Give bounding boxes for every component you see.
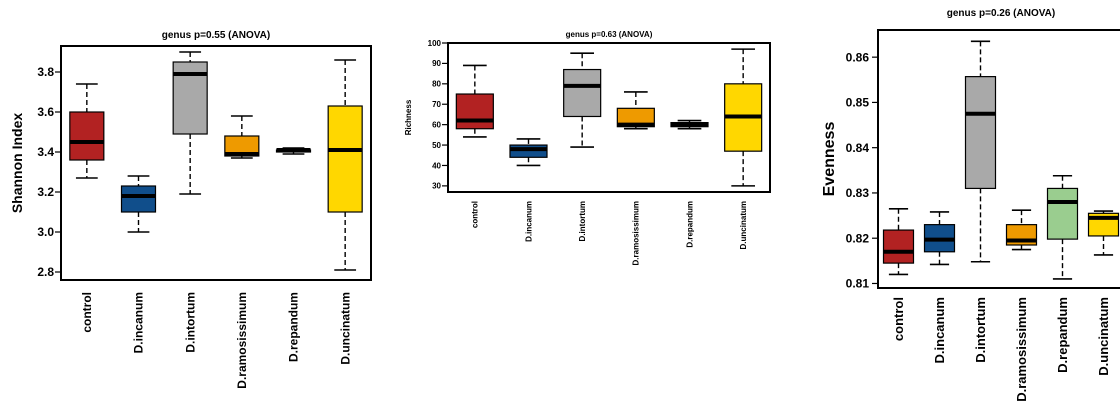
box-control (69, 83, 105, 179)
box-body (69, 111, 105, 161)
x-tick-label: D.intortum (973, 297, 988, 363)
box-D.uncinatum (1087, 210, 1120, 256)
box-control (882, 207, 915, 276)
x-tick-label: D.intortum (578, 201, 587, 241)
box-D.repandum (275, 147, 312, 155)
y-axis-label: Evenness (821, 122, 838, 197)
y-axis-label: Richness (404, 99, 413, 135)
y-tick-label: 30 (432, 182, 441, 191)
x-tick-label: D.uncinatum (1096, 297, 1111, 376)
box-body (1046, 187, 1079, 240)
x-tick-label: control (471, 201, 480, 228)
box-D.incanum (509, 138, 548, 167)
chart-title: genus p=0.26 (ANOVA) (947, 8, 1055, 19)
box-D.ramosissimum (224, 115, 260, 159)
x-tick-label: D.repandum (685, 201, 694, 248)
y-tick-label: 3.0 (37, 225, 54, 239)
box-body (882, 229, 915, 264)
y-tick-label: 0.85 (846, 96, 870, 110)
box-control (455, 64, 494, 138)
chart-title: genus p=0.55 (ANOVA) (162, 30, 270, 41)
chart-panel-3: genus p=0.26 (ANOVA) Evenness 0.81 0.82 0.83… (821, 8, 1120, 402)
y-tick-label: 0.84 (846, 141, 870, 155)
box-D.repandum (670, 119, 709, 130)
box-body (455, 93, 494, 130)
y-tick-label: 100 (428, 39, 442, 48)
box-D.incanum (120, 175, 157, 233)
y-tick-label: 0.81 (846, 277, 870, 291)
box-D.ramosissimum (616, 91, 655, 130)
box-body (327, 105, 363, 213)
x-tick-label: D.repandum (1055, 297, 1070, 373)
box-D.repandum (1046, 174, 1079, 280)
x-tick-label: D.incanum (932, 297, 947, 363)
y-tick-label: 3.8 (37, 65, 54, 79)
x-tick-label: D.incanum (524, 201, 533, 242)
y-tick-label: 3.2 (37, 185, 54, 199)
y-tick-label: 3.4 (37, 145, 54, 159)
x-tick-label: control (891, 297, 906, 341)
plot-frame (60, 45, 372, 281)
y-tick-label: 0.86 (846, 50, 870, 64)
box-D.uncinatum (724, 48, 763, 187)
box-D.ramosissimum (1005, 209, 1038, 251)
x-tick-label: D.repandum (287, 292, 301, 362)
chart-panel-1: genus p=0.55 (ANOVA) Shannon Index 2.8 3.0 3… (9, 30, 372, 389)
chart-panel-2: genus p=0.63 (ANOVA) Richness 30 40 50 60 70 80… (404, 30, 771, 265)
chart-title: genus p=0.63 (ANOVA) (566, 30, 653, 39)
plot-frame (877, 29, 1120, 289)
y-tick-label: 90 (432, 59, 441, 68)
box-body (120, 185, 157, 213)
y-axis-label: Shannon Index (9, 113, 25, 214)
box-body (509, 144, 548, 158)
y-tick-label: 80 (432, 80, 441, 89)
y-tick-label: 40 (432, 161, 441, 170)
y-tick-label: 70 (432, 100, 441, 109)
y-tick-label: 50 (432, 141, 441, 150)
y-tick-label: 0.83 (846, 186, 870, 200)
x-tick-label: D.ramosissimum (632, 201, 641, 265)
x-tick-label: control (80, 292, 94, 333)
x-tick-label: D.ramosissimum (1014, 297, 1029, 402)
box-body (616, 107, 655, 128)
x-tick-label: D.ramosissimum (235, 292, 249, 389)
box-D.uncinatum (327, 59, 363, 271)
box-D.intortum (964, 40, 997, 263)
y-tick-label: 2.8 (37, 265, 54, 279)
plot-frame (447, 42, 771, 193)
box-body (964, 76, 997, 190)
y-tick-label: 60 (432, 120, 441, 129)
box-D.intortum (172, 51, 208, 195)
x-tick-label: D.intortum (183, 292, 197, 353)
x-tick-label: D.uncinatum (338, 292, 352, 365)
y-tick-label: 0.82 (846, 231, 870, 245)
box-D.intortum (563, 52, 602, 148)
x-tick-label: D.incanum (132, 292, 146, 353)
y-tick-label: 3.6 (37, 105, 54, 119)
box-D.incanum (923, 211, 956, 266)
x-tick-label: D.uncinatum (739, 201, 748, 249)
box-body (563, 68, 602, 118)
